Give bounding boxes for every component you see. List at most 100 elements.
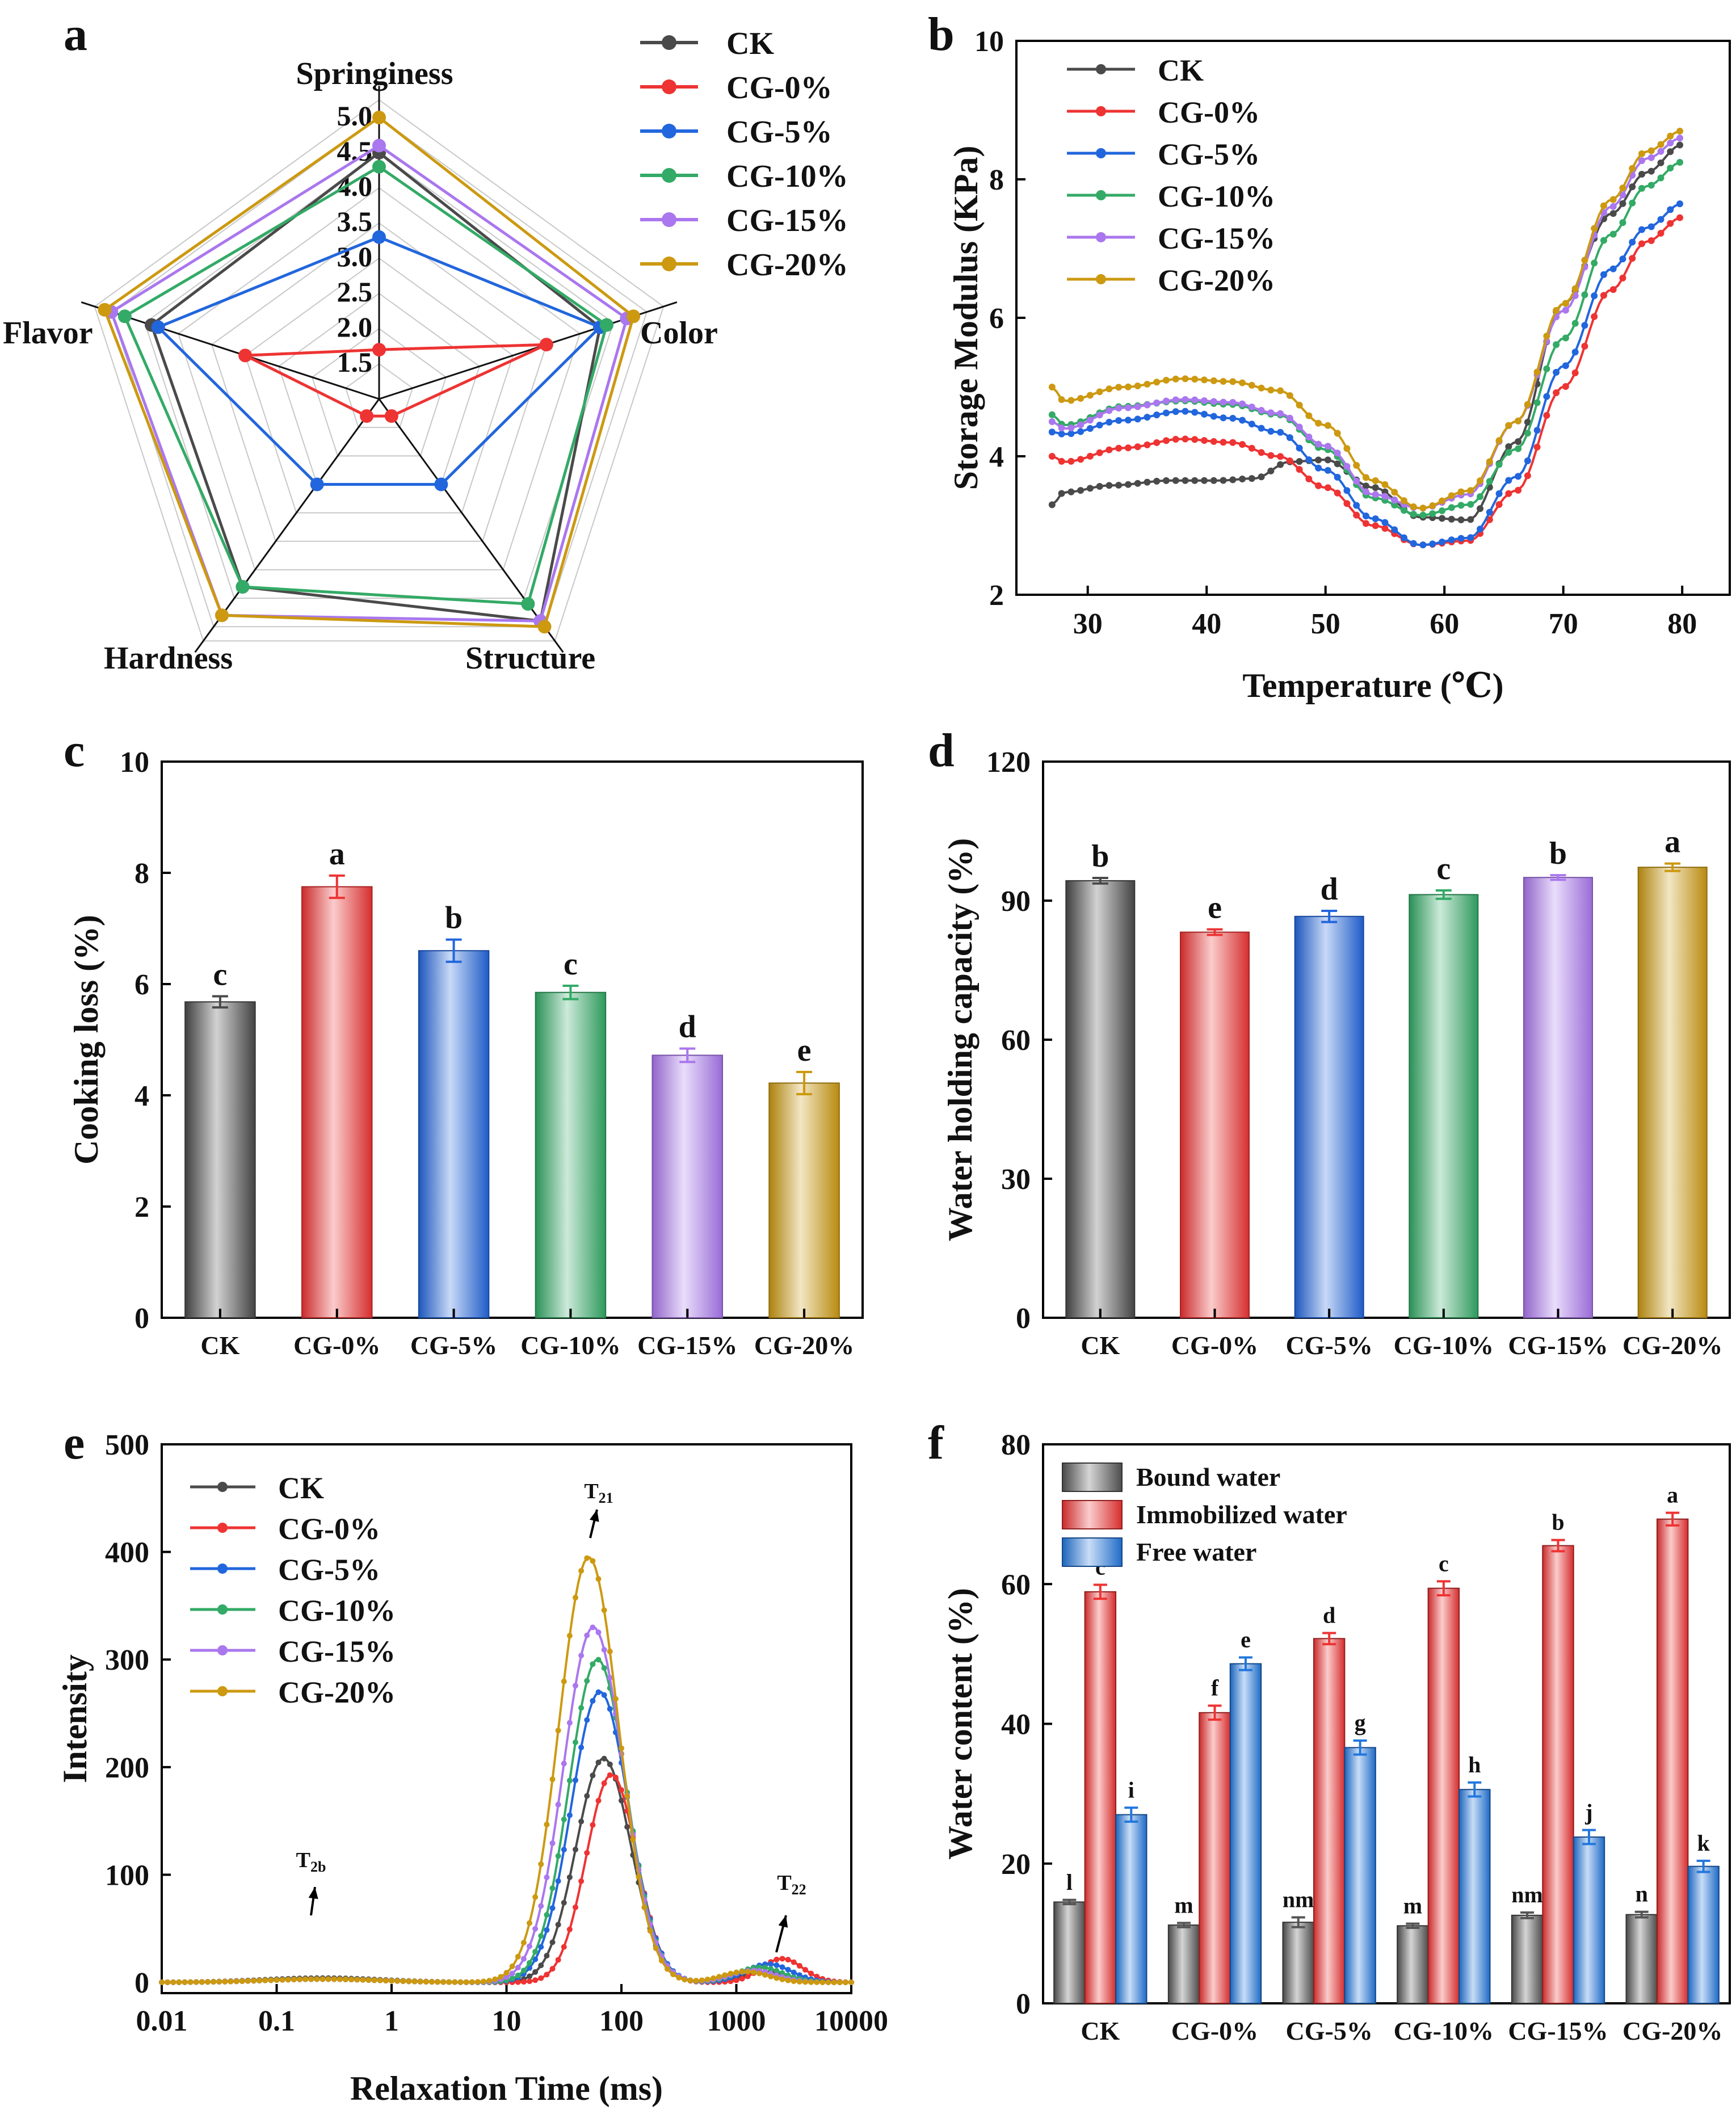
- data-point-cg-5pct: [1267, 427, 1275, 435]
- axis-label-structure: Structure: [465, 641, 595, 676]
- data-point-cg-15pct: [1315, 440, 1322, 448]
- legend-label-cg-0pct: CG-0%: [726, 70, 833, 106]
- bar-cg-0pct: [1180, 931, 1250, 1318]
- data-point-cg-10pct: [1600, 237, 1607, 244]
- data-point-cg-15pct: [1334, 449, 1341, 457]
- radar-point-cg-20pct: [215, 608, 229, 623]
- data-point-cg-5pct: [1172, 408, 1179, 415]
- radar-tick-label: 2.5: [337, 276, 373, 308]
- significance-letter-cg-20pct: e: [797, 1033, 812, 1068]
- legend-marker-cg-15pct: [662, 212, 676, 227]
- data-point-cg-0pct: [1172, 436, 1179, 443]
- bar-cg-0pct: [301, 886, 373, 1318]
- legend-label-cg-20pct: CG-20%: [278, 1675, 396, 1709]
- data-point-cg-20pct: [1144, 380, 1151, 388]
- panel-letter-f: f: [928, 1417, 944, 1469]
- data-point-cg-5pct: [1343, 487, 1351, 494]
- radar-grid-ring: [211, 222, 548, 542]
- data-point-cg-0pct: [1229, 439, 1237, 446]
- data-point-cg-20pct: [1667, 132, 1674, 140]
- data-point-cg-0pct: [1657, 230, 1664, 237]
- legend-label-ck: CK: [726, 26, 774, 61]
- data-point-cg-5pct: [1609, 265, 1617, 272]
- x-tick-label-cg-20pct: CG-20%: [1622, 1331, 1722, 1360]
- data-point-cg-0pct: [1495, 501, 1503, 508]
- data-point-cg-5pct: [1467, 534, 1474, 541]
- x-tick-label: 1: [384, 2005, 399, 2037]
- radar-point-cg-10pct: [236, 580, 250, 594]
- data-point-cg-5pct: [1638, 226, 1645, 233]
- data-point-ck: [1439, 515, 1446, 522]
- legend-label-cg-5pct: CG-5%: [726, 115, 833, 150]
- legend-label-cg-5pct: CG-5%: [1158, 137, 1260, 171]
- data-point-cg-10pct: [1638, 184, 1645, 192]
- bar-bound-water-cg-10pct: [1397, 1925, 1429, 2004]
- radar-point-cg-0pct: [384, 409, 398, 423]
- data-point-cg-20pct: [1647, 147, 1655, 154]
- data-point-cg-0pct: [1277, 453, 1284, 460]
- significance-letter-immobilized-water-cg-15pct: b: [1552, 1510, 1564, 1535]
- radar-point-cg-0pct: [238, 348, 253, 363]
- legend-label-cg-0pct: CG-0%: [1158, 95, 1260, 129]
- data-point-cg-15pct: [1372, 491, 1379, 498]
- significance-letter-immobilized-water-cg-5pct: d: [1323, 1602, 1335, 1628]
- legend-label-cg-15pct: CG-15%: [1158, 221, 1275, 255]
- data-point-cg-20pct: [1296, 401, 1303, 409]
- bar-free-water-ck: [1115, 1814, 1147, 2004]
- data-point-ck: [1191, 477, 1199, 484]
- data-point-ck: [1334, 460, 1341, 468]
- significance-letter-bound-water-cg-5pct: nm: [1283, 1887, 1314, 1913]
- data-point-ck: [1515, 438, 1522, 446]
- legend-label-ck: CK: [278, 1471, 324, 1505]
- data-point-cg-0pct: [1058, 457, 1065, 465]
- x-tick-label-cg-0pct: CG-0%: [293, 1331, 380, 1360]
- data-point-cg-0pct: [1248, 444, 1255, 452]
- legend-label-cg-10pct: CG-10%: [726, 159, 848, 194]
- data-point-ck: [1609, 210, 1617, 217]
- data-point-cg-5pct: [1077, 428, 1085, 435]
- data-point-cg-0pct: [1201, 437, 1208, 444]
- data-point-cg-20pct: [1267, 386, 1275, 394]
- y-tick-label: 0: [134, 1967, 149, 1999]
- data-point-cg-15pct: [1067, 424, 1075, 431]
- data-point-cg-10pct: [1647, 182, 1655, 189]
- x-tick-label-cg-20pct: CG-20%: [1622, 2016, 1722, 2045]
- x-tick-label-cg-20pct: CG-20%: [754, 1331, 854, 1360]
- data-point-cg-15pct: [1077, 421, 1085, 428]
- panel-letter-c: c: [64, 724, 85, 777]
- data-point-cg-20pct: [1239, 379, 1246, 386]
- legend-swatch-bound-water: [1062, 1462, 1123, 1492]
- y-tick-label: 8: [134, 858, 149, 890]
- data-point-cg-5pct: [1086, 425, 1094, 432]
- legend-marker-cg-15pct: [217, 1645, 228, 1655]
- x-axis-label: Temperature (℃): [1242, 667, 1503, 704]
- bar-immobilized-water-cg-5pct: [1313, 1638, 1346, 2004]
- data-point-cg-15pct: [1162, 397, 1170, 405]
- x-tick-label-cg-5pct: CG-5%: [410, 1331, 497, 1360]
- data-point-cg-15pct: [1096, 411, 1103, 419]
- data-point-cg-5pct: [1210, 413, 1217, 420]
- radar-series-cg-10pct: [123, 165, 608, 606]
- data-point-cg-0pct: [1210, 438, 1217, 445]
- data-point-cg-0pct: [1334, 489, 1341, 497]
- bar-bound-water-ck: [1053, 1901, 1086, 2004]
- data-point-cg-10pct: [1667, 165, 1674, 172]
- data-point-cg-10pct: [1515, 445, 1522, 452]
- data-point-ck: [1077, 487, 1085, 494]
- data-point-cg-20pct: [1410, 503, 1417, 510]
- bar-cg-20pct: [1637, 867, 1708, 1318]
- data-point-cg-20pct: [1676, 127, 1684, 135]
- significance-letter-cg-20pct: a: [1664, 825, 1680, 860]
- legend-marker-cg-0pct: [217, 1523, 228, 1533]
- legend-marker-cg-10pct: [1096, 190, 1106, 200]
- legend-label-cg-15pct: CG-15%: [726, 203, 848, 238]
- data-point-cg-15pct: [1201, 397, 1208, 405]
- data-point-cg-15pct: [1267, 409, 1275, 417]
- data-point-cg-10pct: [1609, 230, 1617, 238]
- data-point-cg-5pct: [1581, 322, 1588, 329]
- panel-c-cooking-loss-chart: c 0 2 4 6 8 10 Cooking loss (%) c CK a CG-0% b CG-5% c…: [64, 724, 864, 1360]
- data-point-ck: [1277, 461, 1284, 468]
- data-point-cg-15pct: [1115, 405, 1123, 412]
- data-point-cg-15pct: [1124, 404, 1132, 411]
- data-point-ck: [1676, 141, 1684, 149]
